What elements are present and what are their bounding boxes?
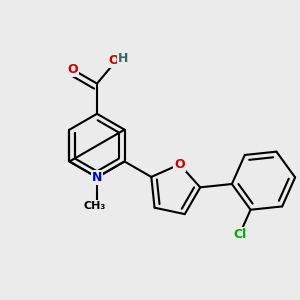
Text: O: O (174, 158, 185, 171)
Text: CH₃: CH₃ (83, 201, 106, 211)
Text: Cl: Cl (233, 228, 246, 241)
Text: O: O (67, 63, 77, 76)
Text: N: N (92, 171, 102, 184)
Text: H: H (118, 52, 128, 64)
Text: O: O (109, 54, 119, 67)
